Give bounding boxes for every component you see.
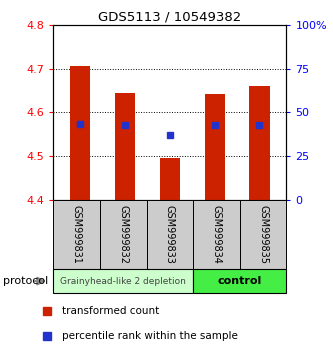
Text: GSM999834: GSM999834 [211, 205, 221, 264]
Bar [115, 93, 135, 200]
Bar [193, 269, 286, 293]
Bar [70, 67, 90, 200]
Bar [204, 93, 225, 200]
Title: GDS5113 / 10549382: GDS5113 / 10549382 [98, 11, 241, 24]
Bar [193, 200, 240, 269]
Text: GSM999831: GSM999831 [72, 205, 82, 264]
Bar [147, 200, 193, 269]
Text: GSM999832: GSM999832 [118, 205, 128, 264]
Text: percentile rank within the sample: percentile rank within the sample [62, 331, 237, 341]
Bar [53, 200, 100, 269]
Text: GSM999833: GSM999833 [165, 205, 175, 264]
Bar [160, 158, 180, 200]
Text: protocol: protocol [3, 276, 49, 286]
Bar [249, 86, 270, 200]
Text: control: control [218, 276, 262, 286]
Bar [53, 269, 193, 293]
Text: Grainyhead-like 2 depletion: Grainyhead-like 2 depletion [60, 276, 186, 286]
Bar [100, 200, 147, 269]
Text: transformed count: transformed count [62, 307, 159, 316]
Bar [240, 200, 286, 269]
Text: GSM999835: GSM999835 [258, 205, 268, 264]
